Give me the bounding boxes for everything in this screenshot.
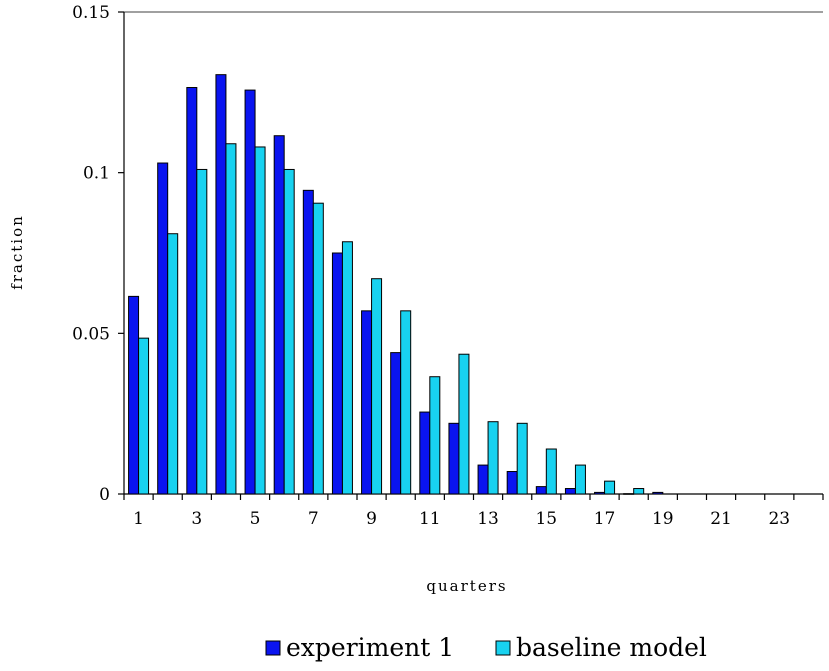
y-axis: 0 0.05 0.1 0.15 xyxy=(72,3,124,505)
bar-baseline-model-q5 xyxy=(254,146,266,495)
bar-experiment-1-q14 xyxy=(506,471,518,495)
legend-label-baseline-model: baseline model xyxy=(516,633,707,662)
x-tick-label: 5 xyxy=(250,509,261,529)
bar-experiment-1-q8 xyxy=(331,252,343,495)
bar-experiment-1-q7 xyxy=(302,189,314,495)
bar-experiment-1-q3 xyxy=(186,87,198,495)
x-tick-label: 3 xyxy=(191,509,202,529)
bar-baseline-model-q16 xyxy=(574,464,586,495)
x-axis: 1 3 5 7 9 11 13 15 17 19 21 23 xyxy=(123,494,824,529)
bar-experiment-1-q18 xyxy=(623,493,635,495)
x-tick-label: 21 xyxy=(710,509,732,529)
bar-experiment-1-q2 xyxy=(157,162,169,495)
x-tick-label: 19 xyxy=(652,509,674,529)
bar-baseline-model-q14 xyxy=(516,422,528,495)
bar-baseline-model-q2 xyxy=(167,233,179,495)
bar-experiment-1-q5 xyxy=(244,89,256,495)
bar-baseline-model-q12 xyxy=(458,353,470,495)
bar-baseline-model-q7 xyxy=(312,202,324,495)
y-tick-label: 0.15 xyxy=(72,3,110,23)
bar-experiment-1-q4 xyxy=(215,74,227,495)
legend-swatch-baseline-model xyxy=(495,640,511,656)
x-tick-label: 1 xyxy=(133,509,144,529)
bar-baseline-model-q10 xyxy=(400,310,412,495)
x-tick-label: 13 xyxy=(477,509,499,529)
bars xyxy=(128,74,664,495)
bar-baseline-model-q9 xyxy=(371,278,383,495)
bar-baseline-model-q13 xyxy=(487,421,499,495)
x-axis-title: quarters xyxy=(426,577,507,595)
bar-baseline-model-q6 xyxy=(283,168,295,495)
y-tick-label: 0.05 xyxy=(72,324,110,344)
bar-baseline-model-q15 xyxy=(545,448,557,495)
x-tick-label: 15 xyxy=(535,509,557,529)
bar-experiment-1-q16 xyxy=(564,488,576,495)
bar-experiment-1-q13 xyxy=(477,464,489,495)
bar-experiment-1-q11 xyxy=(419,411,431,495)
x-tick-label: 7 xyxy=(308,509,319,529)
y-axis-title: fraction xyxy=(8,214,26,290)
bar-baseline-model-q8 xyxy=(341,241,353,495)
y-tick-label: 0 xyxy=(99,485,110,505)
bar-baseline-model-q17 xyxy=(604,480,616,495)
legend: experiment 1 baseline model xyxy=(265,633,707,662)
bar-experiment-1-q1 xyxy=(128,295,140,495)
bar-experiment-1-q6 xyxy=(273,135,285,495)
bar-baseline-model-q3 xyxy=(196,168,208,495)
y-tick-label: 0.1 xyxy=(83,164,110,184)
x-tick-label: 23 xyxy=(768,509,790,529)
x-tick-label: 9 xyxy=(366,509,377,529)
bar-experiment-1-q9 xyxy=(361,310,373,495)
bar-experiment-1-q17 xyxy=(594,491,606,495)
bar-baseline-model-q11 xyxy=(429,376,441,495)
bar-experiment-1-q10 xyxy=(390,352,402,495)
x-tick-label: 11 xyxy=(419,509,441,529)
bar-experiment-1-q12 xyxy=(448,422,460,495)
bar-baseline-model-q1 xyxy=(138,337,150,495)
bar-experiment-1-q19 xyxy=(652,491,664,495)
x-tick-label: 17 xyxy=(594,509,616,529)
legend-swatch-experiment-1 xyxy=(265,640,281,656)
bar-baseline-model-q18 xyxy=(633,488,645,495)
bar-baseline-model-q4 xyxy=(225,143,237,495)
legend-label-experiment-1: experiment 1 xyxy=(286,633,454,662)
bar-experiment-1-q15 xyxy=(535,486,547,495)
